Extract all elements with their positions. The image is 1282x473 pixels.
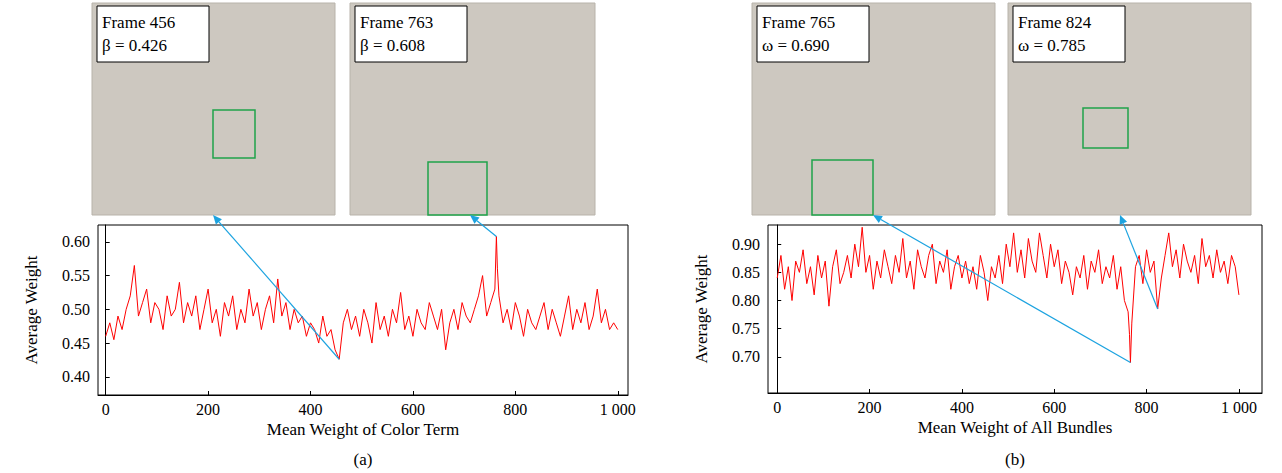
svg-text:0: 0: [773, 399, 781, 416]
svg-text:(b): (b): [1005, 450, 1025, 469]
svg-text:800: 800: [1135, 399, 1159, 416]
svg-text:Frame 763: Frame 763: [360, 13, 433, 32]
svg-text:1 000: 1 000: [600, 401, 636, 418]
svg-text:β = 0.608: β = 0.608: [360, 36, 425, 55]
svg-text:Mean Weight of Color Term: Mean Weight of Color Term: [267, 420, 459, 439]
svg-text:200: 200: [858, 399, 882, 416]
svg-text:Average Weight: Average Weight: [22, 255, 41, 364]
svg-text:200: 200: [196, 401, 220, 418]
svg-text:Frame 824: Frame 824: [1018, 13, 1092, 32]
svg-text:(a): (a): [354, 450, 373, 469]
svg-text:0.50: 0.50: [62, 301, 90, 318]
svg-text:Mean Weight of All Bundles: Mean Weight of All Bundles: [918, 418, 1113, 437]
svg-text:ω = 0.690: ω = 0.690: [762, 36, 830, 55]
svg-text:ω = 0.785: ω = 0.785: [1018, 36, 1086, 55]
svg-text:0.60: 0.60: [62, 233, 90, 250]
svg-text:0.80: 0.80: [732, 292, 760, 309]
svg-text:0.90: 0.90: [732, 236, 760, 253]
svg-text:0: 0: [102, 401, 110, 418]
svg-text:0.75: 0.75: [732, 320, 760, 337]
svg-text:600: 600: [1042, 399, 1066, 416]
svg-text:1 000: 1 000: [1221, 399, 1257, 416]
svg-text:800: 800: [503, 401, 527, 418]
svg-text:Frame 456: Frame 456: [102, 13, 175, 32]
svg-text:Frame 765: Frame 765: [762, 13, 835, 32]
svg-text:β = 0.426: β = 0.426: [102, 36, 167, 55]
svg-text:400: 400: [950, 399, 974, 416]
svg-text:0.55: 0.55: [62, 267, 90, 284]
svg-text:400: 400: [299, 401, 323, 418]
svg-text:600: 600: [401, 401, 425, 418]
svg-text:Average Weight: Average Weight: [692, 254, 711, 363]
svg-text:0.45: 0.45: [62, 335, 90, 352]
svg-text:0.85: 0.85: [732, 264, 760, 281]
svg-text:0.40: 0.40: [62, 368, 90, 385]
svg-text:0.70: 0.70: [732, 348, 760, 365]
